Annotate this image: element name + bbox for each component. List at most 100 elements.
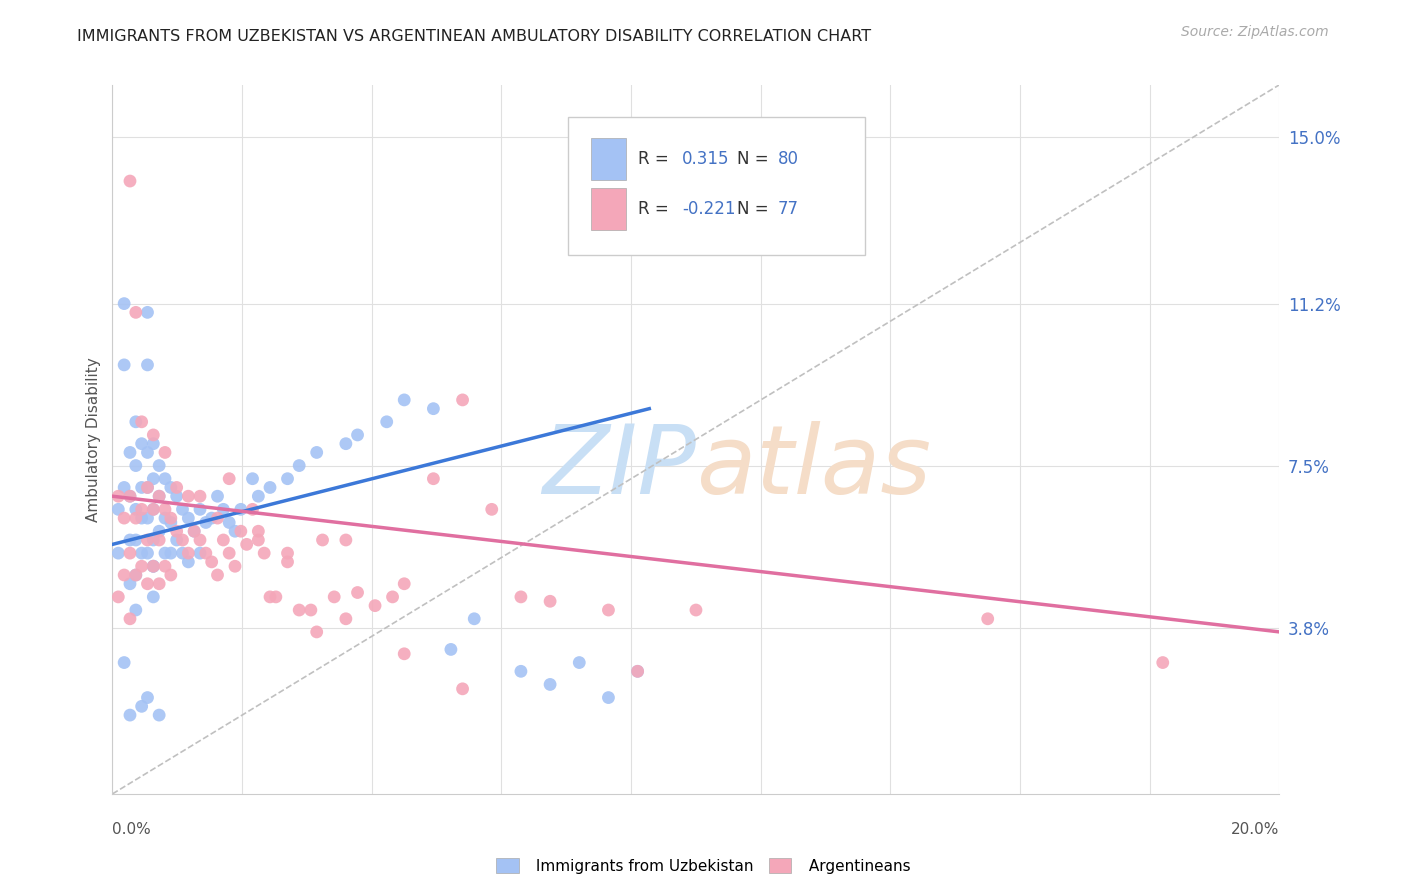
Point	[136, 480, 159, 494]
Point	[142, 502, 165, 516]
Text: 0.0%: 0.0%	[112, 822, 152, 838]
Point	[235, 537, 257, 551]
Point	[685, 603, 707, 617]
Point	[118, 546, 141, 560]
FancyBboxPatch shape	[591, 187, 626, 230]
Point	[131, 699, 153, 714]
Point	[627, 665, 650, 679]
Text: 0.315: 0.315	[682, 150, 730, 169]
Point	[346, 428, 368, 442]
Point	[264, 590, 287, 604]
Point	[148, 708, 170, 723]
Text: R =: R =	[638, 150, 673, 169]
Point	[538, 677, 561, 691]
Point	[188, 533, 211, 547]
Point	[538, 594, 561, 608]
Point	[118, 576, 141, 591]
Point	[183, 524, 205, 539]
Point	[118, 489, 141, 503]
Text: N =: N =	[737, 150, 773, 169]
Point	[142, 533, 165, 547]
Point	[125, 533, 148, 547]
Point	[125, 415, 148, 429]
Point	[364, 599, 387, 613]
Point	[335, 533, 357, 547]
Point	[335, 436, 357, 450]
Point	[218, 472, 240, 486]
Point	[242, 502, 264, 516]
Point	[194, 546, 217, 560]
Point	[207, 511, 229, 525]
Point	[212, 533, 235, 547]
Point	[112, 296, 135, 310]
Point	[131, 546, 153, 560]
Point	[112, 480, 135, 494]
Text: 20.0%: 20.0%	[1232, 822, 1279, 838]
Point	[131, 436, 153, 450]
Point	[305, 445, 328, 459]
Text: N =: N =	[737, 200, 773, 218]
Point	[247, 533, 270, 547]
Point	[136, 511, 159, 525]
Point	[112, 656, 135, 670]
Text: Source: ZipAtlas.com: Source: ZipAtlas.com	[1181, 25, 1329, 39]
Point	[148, 489, 170, 503]
Point	[118, 174, 141, 188]
Point	[131, 480, 153, 494]
Point	[153, 502, 176, 516]
Point	[194, 516, 217, 530]
Text: 80: 80	[778, 150, 799, 169]
Text: IMMIGRANTS FROM UZBEKISTAN VS ARGENTINEAN AMBULATORY DISABILITY CORRELATION CHAR: IMMIGRANTS FROM UZBEKISTAN VS ARGENTINEA…	[77, 29, 872, 44]
Point	[1152, 656, 1174, 670]
Point	[153, 445, 176, 459]
Point	[136, 445, 159, 459]
Point	[207, 568, 229, 582]
Point	[463, 612, 485, 626]
Point	[142, 428, 165, 442]
Point	[172, 546, 194, 560]
Point	[509, 590, 531, 604]
Point	[136, 305, 159, 319]
Point	[136, 358, 159, 372]
Point	[381, 590, 404, 604]
Point	[142, 559, 165, 574]
Point	[153, 511, 176, 525]
Y-axis label: Ambulatory Disability: Ambulatory Disability	[86, 357, 101, 522]
Point	[142, 590, 165, 604]
Text: atlas: atlas	[696, 421, 931, 514]
Point	[148, 533, 170, 547]
Point	[125, 305, 148, 319]
Point	[125, 511, 148, 525]
Point	[172, 502, 194, 516]
Point	[136, 690, 159, 705]
Point	[242, 472, 264, 486]
Point	[276, 546, 298, 560]
Point	[177, 511, 200, 525]
Point	[107, 489, 129, 503]
Point	[218, 546, 240, 560]
Point	[598, 603, 620, 617]
Point	[136, 480, 159, 494]
Point	[335, 612, 357, 626]
Point	[177, 489, 200, 503]
Point	[188, 489, 211, 503]
Point	[224, 524, 246, 539]
Point	[125, 502, 148, 516]
Point	[422, 472, 444, 486]
Point	[142, 559, 165, 574]
Point	[259, 590, 281, 604]
Point	[107, 590, 129, 604]
Point	[224, 559, 246, 574]
Point	[188, 546, 211, 560]
Point	[112, 511, 135, 525]
Point	[201, 511, 224, 525]
Point	[153, 559, 176, 574]
Point	[166, 533, 188, 547]
Point	[136, 576, 159, 591]
Point	[131, 502, 153, 516]
Point	[166, 480, 188, 494]
Point	[509, 665, 531, 679]
Point	[172, 533, 194, 547]
Point	[422, 401, 444, 416]
Text: R =: R =	[638, 200, 673, 218]
